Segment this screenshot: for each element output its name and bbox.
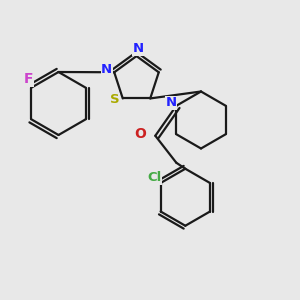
Text: N: N: [132, 42, 144, 55]
Text: S: S: [110, 93, 119, 106]
Text: Cl: Cl: [147, 171, 161, 184]
Text: N: N: [165, 96, 176, 109]
Text: F: F: [23, 72, 33, 86]
Text: N: N: [101, 63, 112, 76]
Text: O: O: [134, 127, 146, 141]
